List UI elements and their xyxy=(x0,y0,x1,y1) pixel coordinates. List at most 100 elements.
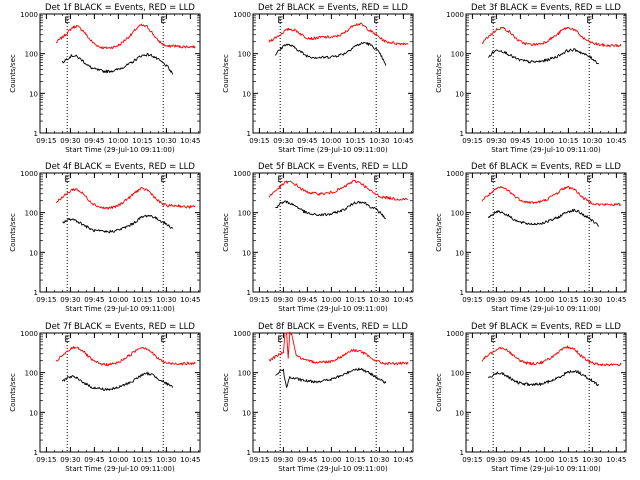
x-tick-label: 10:00 xyxy=(108,137,128,145)
y-tick-label: 1000 xyxy=(233,330,251,338)
event-marker-label: E xyxy=(160,16,166,26)
y-tick-label: 1000 xyxy=(20,170,38,178)
x-tick-label: 09:30 xyxy=(273,456,293,464)
x-tick-label: 10:30 xyxy=(156,137,176,145)
y-tick-label: 1000 xyxy=(446,170,464,178)
x-tick-label: 10:15 xyxy=(132,296,152,304)
x-tick-label: 09:30 xyxy=(273,137,293,145)
event-marker-label: E xyxy=(277,16,283,26)
series-line xyxy=(61,53,174,75)
series-line xyxy=(275,200,387,220)
y-tick-label: 1000 xyxy=(233,11,251,19)
y-tick-label: 1000 xyxy=(233,170,251,178)
event-marker-label: E xyxy=(277,175,283,185)
plot-frame xyxy=(465,172,627,293)
y-tick-label: 100 xyxy=(25,210,38,218)
x-tick-label: 10:45 xyxy=(606,456,626,464)
chart-title: Det 4f BLACK = Events, RED = LLD xyxy=(45,162,195,172)
chart-title: Det 8f BLACK = Events, RED = LLD xyxy=(258,322,408,332)
series-line xyxy=(61,371,174,392)
y-tick-label: 100 xyxy=(238,51,251,59)
event-marker-label: E xyxy=(160,175,166,185)
x-tick-label: 09:15 xyxy=(36,296,56,304)
x-tick-label: 09:15 xyxy=(36,456,56,464)
y-tick-label: 1 xyxy=(247,289,251,297)
x-tick-label: 10:30 xyxy=(582,296,602,304)
series-line xyxy=(55,23,196,50)
x-tick-label: 10:15 xyxy=(345,296,365,304)
y-tick-label: 1 xyxy=(247,449,251,457)
series-line xyxy=(481,26,622,48)
event-marker-label: E xyxy=(586,16,592,26)
x-tick-label: 10:15 xyxy=(558,137,578,145)
x-tick-label: 10:45 xyxy=(393,137,413,145)
series-line xyxy=(487,208,600,227)
y-tick-label: 10 xyxy=(29,249,38,257)
x-tick-label: 09:30 xyxy=(486,296,506,304)
x-tick-label: 10:15 xyxy=(558,456,578,464)
x-tick-label: 10:15 xyxy=(132,456,152,464)
x-tick-label: 10:45 xyxy=(393,296,413,304)
plot-frame xyxy=(39,332,201,453)
y-tick-label: 10 xyxy=(29,90,38,98)
chart-title: Det 2f BLACK = Events, RED = LLD xyxy=(258,3,408,13)
x-axis-label: Start Time (29-Jul-10 09:11:00) xyxy=(65,146,175,154)
chart-panel: Det 9f BLACK = Events, RED = LLD Counts/s… xyxy=(435,322,627,473)
plot-frame xyxy=(252,332,414,453)
x-tick-label: 10:45 xyxy=(606,137,626,145)
x-tick-label: 09:30 xyxy=(486,137,506,145)
plot-frame xyxy=(465,13,627,134)
x-axis-label: Start Time (29-Jul-10 09:11:00) xyxy=(491,305,601,313)
x-tick-label: 10:15 xyxy=(345,456,365,464)
chart-panel: Det 1f BLACK = Events, RED = LLD Counts/s… xyxy=(9,3,201,154)
x-tick-label: 09:30 xyxy=(273,296,293,304)
y-tick-label: 10 xyxy=(455,409,464,417)
x-tick-label: 10:30 xyxy=(369,137,389,145)
x-tick-label: 09:15 xyxy=(462,296,482,304)
x-tick-label: 10:45 xyxy=(606,296,626,304)
y-axis-label: Counts/sec xyxy=(9,373,17,412)
y-tick-label: 10 xyxy=(242,249,251,257)
y-tick-label: 1 xyxy=(460,449,464,457)
y-tick-label: 1 xyxy=(247,130,251,138)
y-tick-label: 10 xyxy=(242,409,251,417)
x-tick-label: 09:45 xyxy=(297,456,317,464)
x-tick-label: 10:15 xyxy=(345,137,365,145)
event-marker-label: E xyxy=(64,175,70,185)
y-tick-label: 10 xyxy=(455,90,464,98)
y-tick-label: 10 xyxy=(455,249,464,257)
event-marker-label: E xyxy=(160,335,166,345)
plot-frame xyxy=(252,172,414,293)
event-marker-label: E xyxy=(373,335,379,345)
chart-title: Det 7f BLACK = Events, RED = LLD xyxy=(45,322,195,332)
y-axis-label: Counts/sec xyxy=(435,54,443,93)
x-tick-label: 10:45 xyxy=(180,456,200,464)
chart-panel: Det 4f BLACK = Events, RED = LLD Counts/s… xyxy=(9,162,201,313)
event-marker-label: E xyxy=(373,175,379,185)
x-tick-label: 09:15 xyxy=(462,137,482,145)
x-tick-label: 10:15 xyxy=(132,137,152,145)
series-line xyxy=(488,370,600,387)
x-tick-label: 09:45 xyxy=(510,137,530,145)
x-axis-label: Start Time (29-Jul-10 09:11:00) xyxy=(65,465,175,473)
y-tick-label: 100 xyxy=(238,370,251,378)
x-axis-label: Start Time (29-Jul-10 09:11:00) xyxy=(278,305,388,313)
event-marker-label: E xyxy=(586,335,592,345)
x-axis-label: Start Time (29-Jul-10 09:11:00) xyxy=(278,146,388,154)
event-marker-label: E xyxy=(490,335,496,345)
series-line xyxy=(268,331,409,366)
plot-frame xyxy=(252,13,414,134)
y-tick-label: 10 xyxy=(242,90,251,98)
x-tick-label: 10:30 xyxy=(156,296,176,304)
event-marker-label: E xyxy=(277,335,283,345)
series-line xyxy=(275,42,387,66)
y-axis-label: Counts/sec xyxy=(9,213,17,252)
x-tick-label: 10:00 xyxy=(108,296,128,304)
x-tick-label: 10:00 xyxy=(321,137,341,145)
x-tick-label: 09:15 xyxy=(462,456,482,464)
y-tick-label: 10 xyxy=(29,409,38,417)
x-tick-label: 10:30 xyxy=(369,296,389,304)
chart-panel: Det 7f BLACK = Events, RED = LLD Counts/s… xyxy=(9,322,201,473)
x-tick-label: 09:30 xyxy=(60,456,80,464)
chart-panel: Det 5f BLACK = Events, RED = LLD Counts/s… xyxy=(222,162,414,313)
